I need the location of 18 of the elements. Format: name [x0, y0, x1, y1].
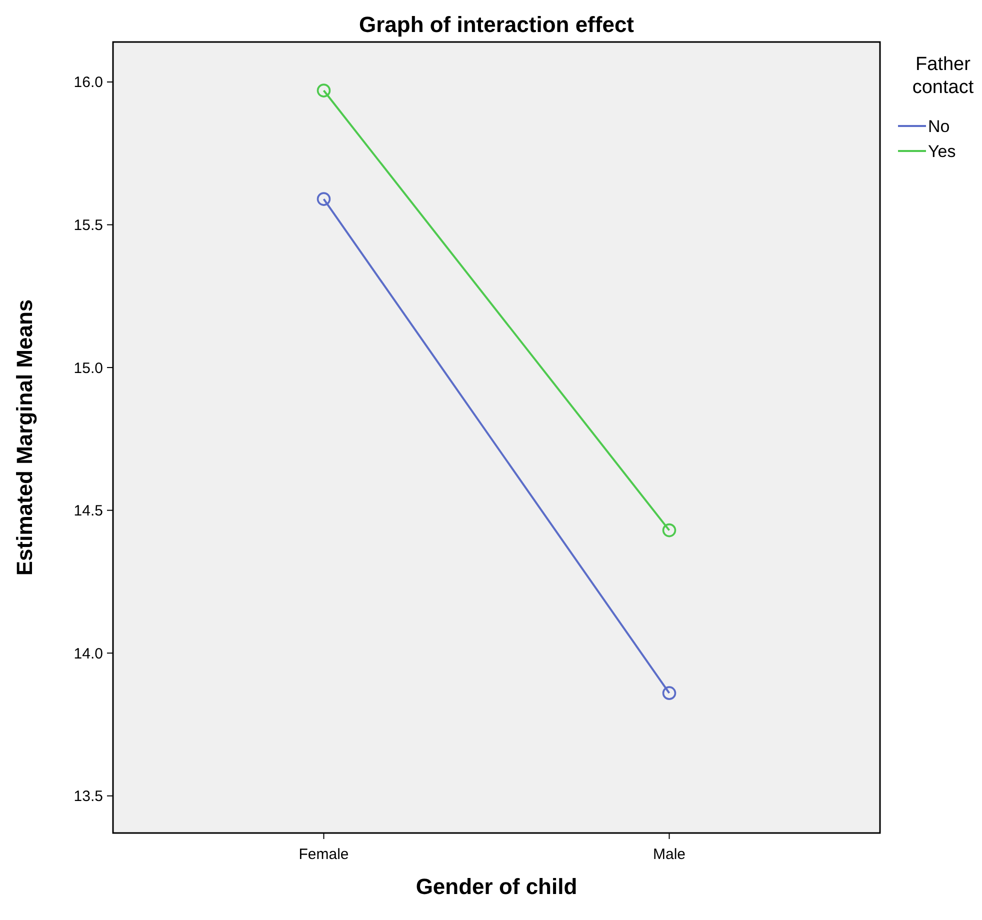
point — [662, 523, 676, 538]
x-tick-label: Female — [298, 846, 349, 863]
x-tick-label: Male — [652, 846, 686, 863]
y-tick-label: 15.5 — [74, 217, 103, 234]
legend-title: Father contact — [912, 54, 974, 98]
y-tick-label: 13.5 — [74, 788, 103, 806]
y-tick-label: 15.0 — [74, 360, 103, 377]
legend-label: Yes — [928, 142, 956, 161]
y-tick-label: 14.0 — [74, 645, 103, 662]
x-axis-title: Gender of child — [416, 874, 578, 899]
point — [316, 84, 331, 98]
y-tick-label: 16.0 — [74, 74, 103, 92]
y-tick-label: 14.5 — [74, 502, 103, 520]
point — [316, 192, 331, 206]
legend-label: No — [928, 116, 950, 136]
chart-title: Graph of interaction effect — [358, 12, 635, 37]
y-axis-title: Estimated Marginal Means — [12, 299, 37, 576]
point — [662, 686, 676, 700]
